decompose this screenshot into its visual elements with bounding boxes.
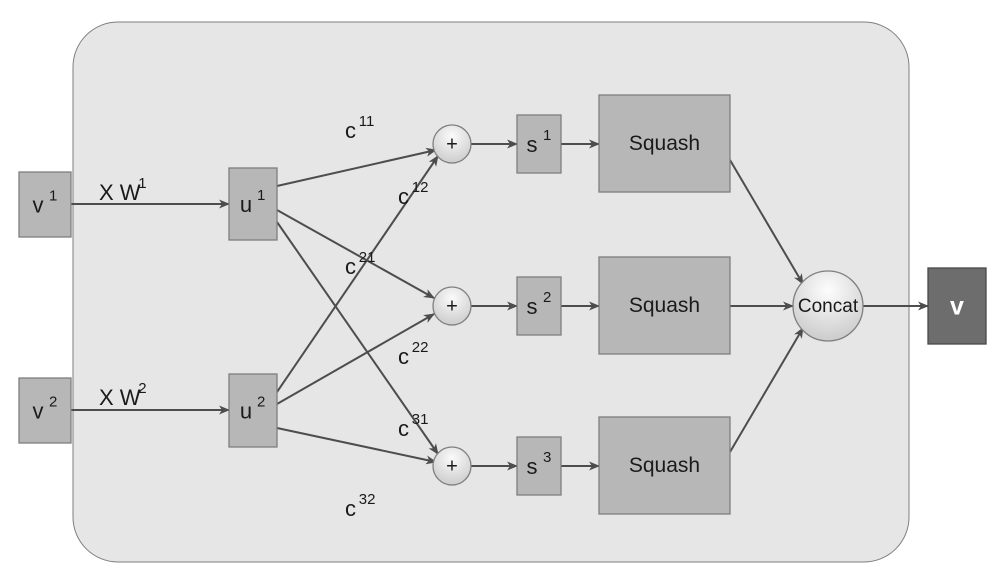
edge-label-6-sup: 31 bbox=[412, 411, 429, 428]
node-sq2: Squash bbox=[599, 257, 730, 354]
node-plus3-label: + bbox=[446, 455, 458, 477]
node-sq1-label: Squash bbox=[629, 132, 700, 155]
node-s2: s2 bbox=[517, 277, 561, 335]
node-s1-label: s bbox=[527, 132, 538, 157]
edge-label-0: X W1 bbox=[99, 175, 147, 205]
node-sq2-label: Squash bbox=[629, 294, 700, 317]
node-v1-sup: 1 bbox=[49, 187, 57, 204]
node-v1: v1 bbox=[19, 172, 71, 237]
node-plus2: + bbox=[433, 287, 471, 325]
edge-label-3-sup: 12 bbox=[412, 179, 429, 196]
node-s1: s1 bbox=[517, 115, 561, 173]
capsule-diagram: v1v2u1u2s1s2s3SquashSquashSquash+++Conca… bbox=[0, 0, 1000, 586]
node-s3: s3 bbox=[517, 437, 561, 495]
edge-label-1: X W2 bbox=[99, 380, 147, 410]
node-v2: v2 bbox=[19, 378, 71, 443]
edge-label-2-sup: 11 bbox=[359, 113, 375, 130]
node-v2-label: v bbox=[33, 398, 44, 423]
node-v2-sup: 2 bbox=[49, 393, 57, 410]
edge-label-4-sup: 21 bbox=[359, 249, 376, 266]
node-u2: u2 bbox=[229, 374, 277, 447]
node-u2-sup: 2 bbox=[257, 393, 265, 410]
node-v1-label: v bbox=[33, 192, 44, 217]
edge-label-1-sup: 2 bbox=[138, 380, 146, 397]
edge-label-7-main: c bbox=[345, 496, 356, 521]
node-s2-label: s bbox=[527, 294, 538, 319]
node-plus1-label: + bbox=[446, 133, 458, 155]
edge-label-6-main: c bbox=[398, 416, 409, 441]
main-panel bbox=[73, 22, 909, 562]
edge-label-1-main: X W bbox=[99, 385, 141, 410]
edge-label-0-main: X W bbox=[99, 180, 141, 205]
node-vout-label: v bbox=[950, 293, 964, 321]
node-s3-sup: 3 bbox=[543, 449, 551, 466]
edge-label-0-sup: 1 bbox=[138, 175, 146, 192]
node-sq3-label: Squash bbox=[629, 454, 700, 477]
node-plus2-label: + bbox=[446, 295, 458, 317]
edge-label-5-sup: 22 bbox=[412, 339, 429, 356]
node-concat-label: Concat bbox=[798, 296, 859, 317]
edge-label-3-main: c bbox=[398, 184, 409, 209]
node-plus1: + bbox=[433, 125, 471, 163]
node-s1-sup: 1 bbox=[543, 127, 551, 144]
node-u1-label: u bbox=[240, 192, 252, 217]
node-u1-sup: 1 bbox=[257, 187, 265, 204]
node-s2-sup: 2 bbox=[543, 289, 551, 306]
edge-label-2-main: c bbox=[345, 118, 356, 143]
node-u1: u1 bbox=[229, 168, 277, 240]
node-vout: v bbox=[928, 268, 986, 344]
edge-label-4-main: c bbox=[345, 254, 356, 279]
node-sq1: Squash bbox=[599, 95, 730, 192]
node-sq3: Squash bbox=[599, 417, 730, 514]
node-u2-label: u bbox=[240, 398, 252, 423]
edge-label-5-main: c bbox=[398, 344, 409, 369]
edge-label-7-sup: 32 bbox=[359, 491, 376, 508]
node-concat: Concat bbox=[793, 271, 863, 341]
node-plus3: + bbox=[433, 447, 471, 485]
node-s3-label: s bbox=[527, 454, 538, 479]
